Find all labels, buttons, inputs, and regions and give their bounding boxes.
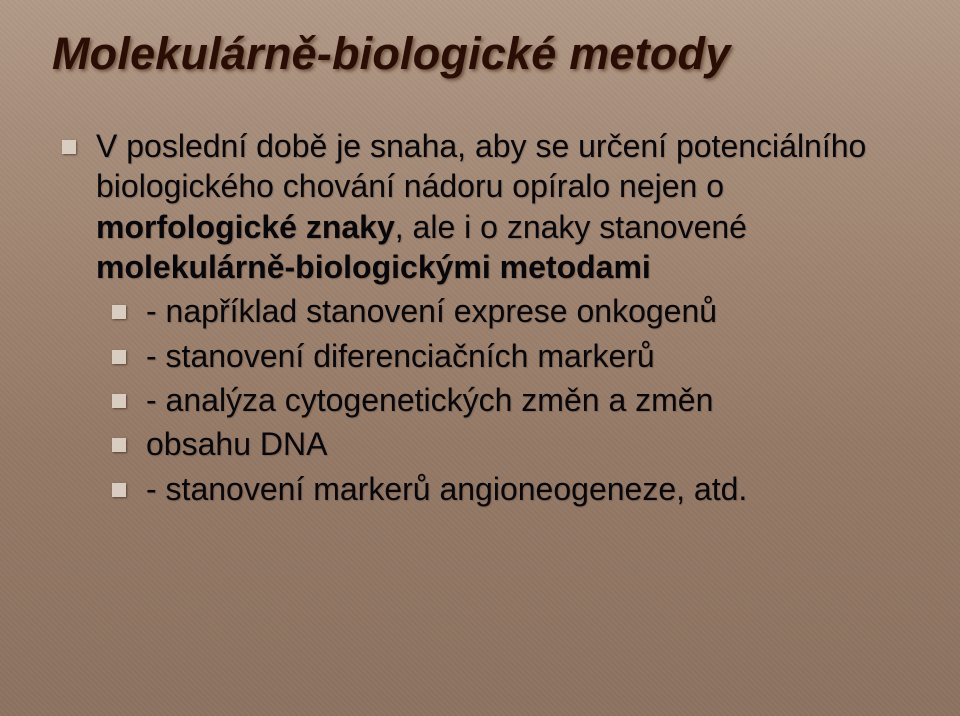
slide-content: V poslední době je snaha, aby se určení … [52, 126, 920, 509]
intro-part1: V poslední době je snaha, aby se určení … [96, 128, 866, 204]
square-bullet-icon [112, 305, 126, 319]
list-item: V poslední době je snaha, aby se určení … [60, 126, 920, 287]
list-item: obsahu DNA [60, 424, 920, 464]
square-bullet-icon [112, 483, 126, 497]
square-bullet-icon [112, 350, 126, 364]
slide: Molekulárně-biologické metody V poslední… [0, 0, 960, 716]
intro-text: V poslední době je snaha, aby se určení … [96, 126, 920, 287]
sub-item-2: - stanovení diferenciačních markerů [146, 336, 655, 376]
intro-part2: , ale i o znaky stanovené [395, 209, 747, 245]
slide-title: Molekulárně-biologické metody [52, 28, 920, 80]
square-bullet-icon [62, 140, 76, 154]
list-item: - analýza cytogenetických změn a změn [60, 380, 920, 420]
square-bullet-icon [112, 394, 126, 408]
square-bullet-icon [112, 438, 126, 452]
list-item: - například stanovení exprese onkogenů [60, 291, 920, 331]
list-item: - stanovení markerů angioneogeneze, atd. [60, 469, 920, 509]
intro-bold2: molekulárně-biologickými metodami [96, 249, 651, 285]
sub-item-1: - například stanovení exprese onkogenů [146, 291, 717, 331]
sub-item-3b: obsahu DNA [146, 424, 327, 464]
sub-item-4: - stanovení markerů angioneogeneze, atd. [146, 469, 747, 509]
sub-item-3: - analýza cytogenetických změn a změn [146, 380, 713, 420]
intro-bold1: morfologické znaky [96, 209, 395, 245]
list-item: - stanovení diferenciačních markerů [60, 336, 920, 376]
